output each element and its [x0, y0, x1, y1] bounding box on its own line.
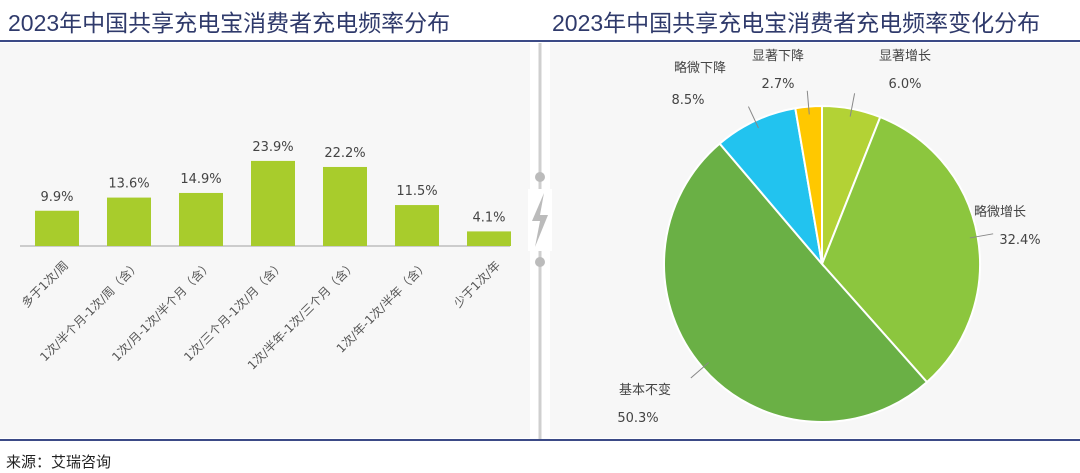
- bar: [251, 160, 295, 246]
- panel-separator: [528, 43, 552, 439]
- bar: [395, 205, 439, 246]
- slice-name-label: 略微下降: [674, 60, 726, 76]
- pie-chart-title: 2023年中国共享充电宝消费者充电频率变化分布: [552, 10, 1041, 36]
- bar-data-label: 22.2%: [324, 146, 365, 161]
- bar-data-label: 23.9%: [252, 140, 293, 155]
- leader-line: [969, 233, 994, 239]
- leader-line: [806, 90, 810, 115]
- bar: [35, 210, 79, 246]
- slice-name-label: 显著增长: [879, 49, 931, 64]
- bar: [107, 197, 151, 246]
- source-note: 来源：艾瑞咨询: [6, 453, 112, 471]
- bar-data-label: 9.9%: [40, 190, 73, 205]
- leader-line: [849, 93, 856, 117]
- pie-chart: 显著增长 6.0% 略微增长 32.4% 基本不变 50.3% 略微下降 8.5% 显著下降 2.…: [617, 49, 1040, 426]
- footer-divider: [0, 439, 1080, 441]
- bar: [467, 231, 511, 246]
- slice-value-label: 32.4%: [999, 233, 1040, 248]
- slice-value-label: 8.5%: [671, 93, 704, 108]
- slice-name-label: 略微增长: [974, 204, 1026, 220]
- slice-value-label: 2.7%: [761, 77, 794, 92]
- slice-value-label: 6.0%: [888, 77, 921, 92]
- bar-data-label: 4.1%: [472, 210, 505, 225]
- bar: [179, 192, 223, 246]
- leader-line: [747, 106, 759, 129]
- bar-data-label: 11.5%: [396, 184, 437, 199]
- bar: [323, 166, 367, 246]
- bar-chart-title: 2023年中国共享充电宝消费者充电频率分布: [8, 10, 451, 36]
- leader-line: [690, 362, 710, 379]
- header-divider: [0, 40, 1080, 42]
- slice-value-label: 50.3%: [617, 411, 658, 426]
- lightning-icon: [532, 193, 548, 247]
- bar-data-label: 14.9%: [180, 172, 221, 187]
- slice-name-label: 显著下降: [752, 49, 804, 64]
- bar-chart: 9.9%多于1次/周13.6%1次/半个月-1次/周（含）14.9%1次/月-1…: [19, 140, 511, 373]
- bar-data-label: 13.6%: [108, 177, 149, 192]
- slice-name-label: 基本不变: [619, 382, 671, 398]
